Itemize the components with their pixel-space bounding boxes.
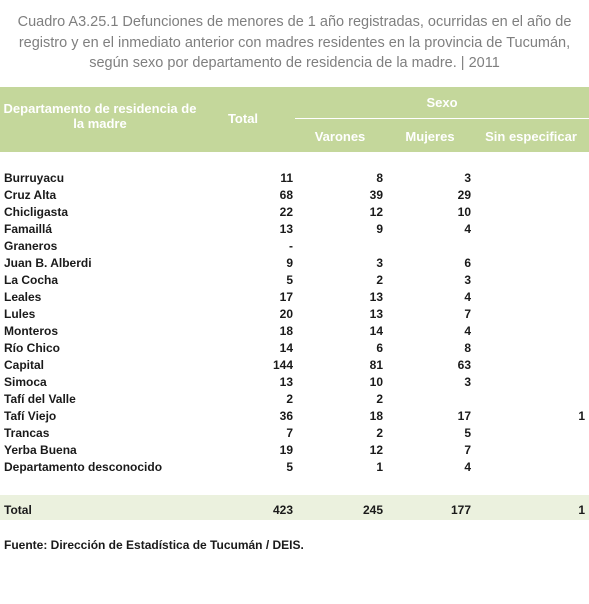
cell-total: 423: [272, 503, 293, 517]
title-line: registro y en el inmediato anterior con …: [18, 35, 571, 51]
row-label: Juan B. Alberdi: [4, 256, 92, 270]
cell-total: 18: [279, 324, 293, 338]
cell-unspecified: 1: [578, 409, 585, 423]
row-label: Capital: [4, 358, 45, 372]
row-label: Leales: [4, 290, 42, 304]
cell-total: 20: [279, 307, 293, 321]
cell-male: 10: [369, 375, 383, 389]
header-unspecified: Sin especificar: [485, 129, 577, 144]
row-label: Monteros: [4, 324, 58, 338]
cell-female: 10: [457, 205, 471, 219]
cell-male: 245: [362, 503, 383, 517]
cell-total: 13: [279, 375, 293, 389]
cell-male: 13: [369, 307, 383, 321]
cell-male: 2: [376, 426, 383, 440]
cell-unspecified: 1: [578, 503, 585, 517]
header-department: Departamento de residencia de la madre: [3, 101, 197, 131]
row-label: Famaillá: [4, 222, 53, 236]
cell-female: 8: [464, 341, 471, 355]
cell-total: 7: [286, 426, 293, 440]
row-label: Graneros: [4, 239, 58, 253]
cell-male: 18: [369, 409, 383, 423]
cell-female: 63: [457, 358, 471, 372]
cell-total: 2: [286, 392, 293, 406]
cell-total: 19: [279, 443, 293, 457]
cell-female: 7: [464, 307, 471, 321]
cell-male: 9: [376, 222, 383, 236]
cell-female: 4: [464, 324, 471, 338]
row-label: Río Chico: [4, 341, 60, 355]
cell-male: 8: [376, 171, 383, 185]
cell-total: 11: [280, 171, 293, 185]
cell-female: 3: [464, 171, 471, 185]
cell-male: 3: [376, 256, 383, 270]
cell-total: 5: [286, 273, 293, 287]
cell-female: 4: [464, 460, 471, 474]
cell-male: 12: [369, 205, 383, 219]
table-header: Departamento de residencia de la madre T…: [0, 87, 589, 152]
cell-female: 4: [464, 222, 471, 236]
cell-female: 3: [464, 375, 471, 389]
cell-male: 2: [376, 273, 383, 287]
row-label: Tafí del Valle: [4, 392, 76, 406]
cell-male: 12: [369, 443, 383, 457]
row-label: Burruyacu: [4, 171, 65, 185]
cell-male: 13: [369, 290, 383, 304]
header-sex: Sexo: [426, 95, 458, 110]
cell-total: 17: [279, 290, 293, 304]
header-female: Mujeres: [405, 129, 455, 144]
cell-female: 4: [464, 290, 471, 304]
cell-male: 14: [369, 324, 383, 338]
row-label: Tafí Viejo: [4, 409, 57, 423]
cell-total: 9: [286, 256, 293, 270]
header-divider: [295, 118, 589, 119]
cell-male: 39: [369, 188, 383, 202]
title-line: según sexo por departamento de residenci…: [89, 55, 500, 71]
cell-female: 177: [450, 503, 471, 517]
row-label: La Cocha: [4, 273, 59, 287]
cell-total: 22: [279, 205, 293, 219]
cell-total: 13: [279, 222, 293, 236]
row-label: Cruz Alta: [4, 188, 57, 202]
cell-total: -: [289, 239, 293, 253]
cell-male: 2: [376, 392, 383, 406]
cell-total: 36: [279, 409, 293, 423]
row-label: Yerba Buena: [4, 443, 77, 457]
row-label: Chicligasta: [4, 205, 69, 219]
cell-total: 144: [272, 358, 293, 372]
row-label: Trancas: [4, 426, 50, 440]
cell-female: 3: [464, 273, 471, 287]
cell-male: 1: [376, 460, 383, 474]
cell-male: 6: [376, 341, 383, 355]
row-label: Lules: [4, 307, 36, 321]
total-band: [0, 495, 589, 520]
cell-female: 5: [464, 426, 471, 440]
cell-female: 7: [464, 443, 471, 457]
source: Fuente: Dirección de Estadística de Tucu…: [4, 538, 304, 552]
cell-male: 81: [369, 358, 383, 372]
cell-female: 29: [457, 188, 471, 202]
cell-female: 6: [464, 256, 471, 270]
row-label: Simoca: [4, 375, 47, 389]
cell-total: 5: [286, 460, 293, 474]
cell-total: 14: [279, 341, 293, 355]
title-line: Cuadro A3.25.1 Defunciones de menores de…: [17, 14, 572, 30]
header-total: Total: [227, 111, 259, 126]
row-label: Departamento desconocido: [4, 460, 163, 474]
header-male: Varones: [314, 129, 366, 144]
cell-female: 17: [457, 409, 471, 423]
row-label: Total: [4, 503, 32, 517]
cell-total: 68: [279, 188, 293, 202]
